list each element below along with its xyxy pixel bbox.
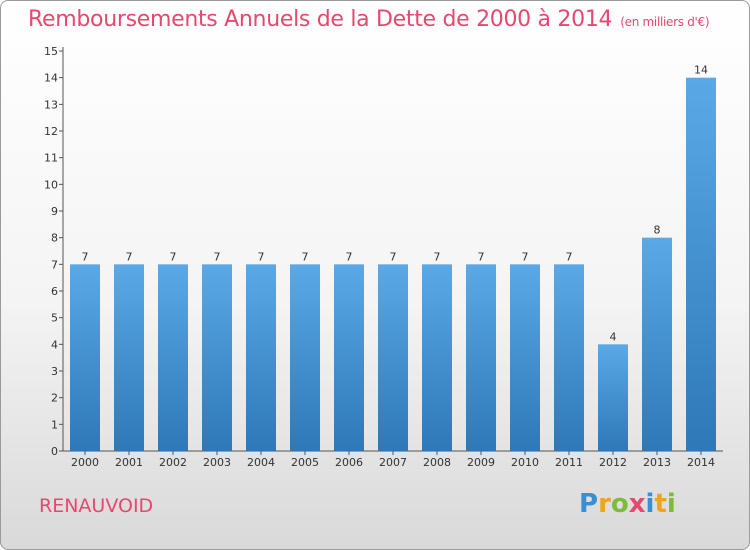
logo-letter: i bbox=[645, 489, 655, 519]
bar bbox=[334, 264, 364, 451]
bar-data-label: 8 bbox=[654, 224, 661, 237]
x-tick-label: 2003 bbox=[203, 456, 231, 469]
x-tick-label: 2001 bbox=[115, 456, 143, 469]
x-tick-label: 2006 bbox=[335, 456, 363, 469]
bar-data-label: 7 bbox=[434, 250, 441, 263]
y-tick-label: 6 bbox=[51, 285, 58, 298]
x-tick-label: 2000 bbox=[71, 456, 99, 469]
x-tick-label: 2013 bbox=[643, 456, 671, 469]
y-tick-label: 7 bbox=[51, 258, 58, 271]
x-tick-label: 2004 bbox=[247, 456, 275, 469]
proxiti-logo[interactable]: Proxiti bbox=[579, 489, 676, 519]
bar-data-label: 7 bbox=[478, 250, 485, 263]
bar-data-label: 7 bbox=[82, 250, 89, 263]
y-tick-label: 10 bbox=[44, 178, 58, 191]
bar bbox=[290, 264, 320, 451]
y-tick-label: 13 bbox=[44, 98, 58, 111]
x-tick-label: 2002 bbox=[159, 456, 187, 469]
y-tick-label: 4 bbox=[51, 338, 58, 351]
bar-data-label: 4 bbox=[610, 330, 617, 343]
y-tick-label: 9 bbox=[51, 205, 58, 218]
chart-title: Remboursements Annuels de la Dette de 20… bbox=[28, 7, 710, 32]
bar bbox=[554, 264, 584, 451]
x-tick-label: 2008 bbox=[423, 456, 451, 469]
y-tick-label: 12 bbox=[44, 125, 58, 138]
bar bbox=[686, 77, 716, 452]
bar-data-label: 7 bbox=[390, 250, 397, 263]
logo-letter: o bbox=[610, 489, 629, 519]
y-tick-label: 2 bbox=[51, 392, 58, 405]
x-tick-label: 2009 bbox=[467, 456, 495, 469]
x-tick-label: 2005 bbox=[291, 456, 319, 469]
x-tick-label: 2007 bbox=[379, 456, 407, 469]
y-tick-label: 3 bbox=[51, 365, 58, 378]
logo-letter: x bbox=[628, 489, 646, 519]
x-tick-label: 2011 bbox=[555, 456, 583, 469]
bar-data-label: 7 bbox=[258, 250, 265, 263]
bar bbox=[158, 264, 188, 451]
commune-name: RENAUVOID bbox=[39, 495, 154, 517]
bar-data-label: 7 bbox=[346, 250, 353, 263]
bar bbox=[422, 264, 452, 451]
y-tick-label: 5 bbox=[51, 312, 58, 325]
bar-data-label: 7 bbox=[302, 250, 309, 263]
bar bbox=[642, 237, 672, 451]
logo-letter: i bbox=[666, 489, 676, 519]
bar-data-label: 14 bbox=[694, 64, 708, 77]
y-tick-label: 15 bbox=[44, 45, 58, 58]
logo-letter: t bbox=[654, 489, 667, 519]
chart-title-text: Remboursements Annuels de la Dette de 20… bbox=[28, 7, 613, 32]
bar bbox=[598, 344, 628, 451]
y-tick-label: 1 bbox=[51, 418, 58, 431]
x-tick-label: 2010 bbox=[511, 456, 539, 469]
bar bbox=[114, 264, 144, 451]
x-tick-label: 2012 bbox=[599, 456, 627, 469]
bar-data-label: 7 bbox=[170, 250, 177, 263]
bar-data-label: 7 bbox=[126, 250, 133, 263]
bar-data-label: 7 bbox=[214, 250, 221, 263]
bar-data-label: 7 bbox=[566, 250, 573, 263]
chart-bars: 7 7 7 7 7 7 7 7 7 7 7 7 4 8 14 bbox=[70, 64, 716, 452]
bar bbox=[202, 264, 232, 451]
bar bbox=[378, 264, 408, 451]
x-tick-label: 2014 bbox=[687, 456, 715, 469]
bar bbox=[466, 264, 496, 451]
logo-letter: P bbox=[579, 489, 599, 519]
bar-data-label: 7 bbox=[522, 250, 529, 263]
y-tick-label: 11 bbox=[44, 152, 58, 165]
bar bbox=[510, 264, 540, 451]
bar bbox=[246, 264, 276, 451]
y-tick-label: 0 bbox=[51, 445, 58, 458]
bar bbox=[70, 264, 100, 451]
chart-unit: (en milliers d'€) bbox=[620, 15, 710, 29]
y-tick-label: 8 bbox=[51, 232, 58, 245]
logo-letter: r bbox=[598, 489, 611, 519]
y-tick-label: 14 bbox=[44, 72, 58, 85]
